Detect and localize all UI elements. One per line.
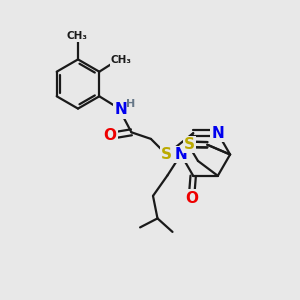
Text: S: S	[161, 147, 172, 162]
Text: N: N	[115, 102, 127, 117]
Text: CH₃: CH₃	[66, 31, 87, 41]
Text: CH₃: CH₃	[110, 55, 131, 65]
Text: O: O	[185, 190, 198, 206]
Text: H: H	[126, 99, 135, 110]
Text: N: N	[175, 147, 187, 162]
Text: O: O	[103, 128, 116, 143]
Text: N: N	[212, 126, 224, 141]
Text: S: S	[184, 137, 195, 152]
